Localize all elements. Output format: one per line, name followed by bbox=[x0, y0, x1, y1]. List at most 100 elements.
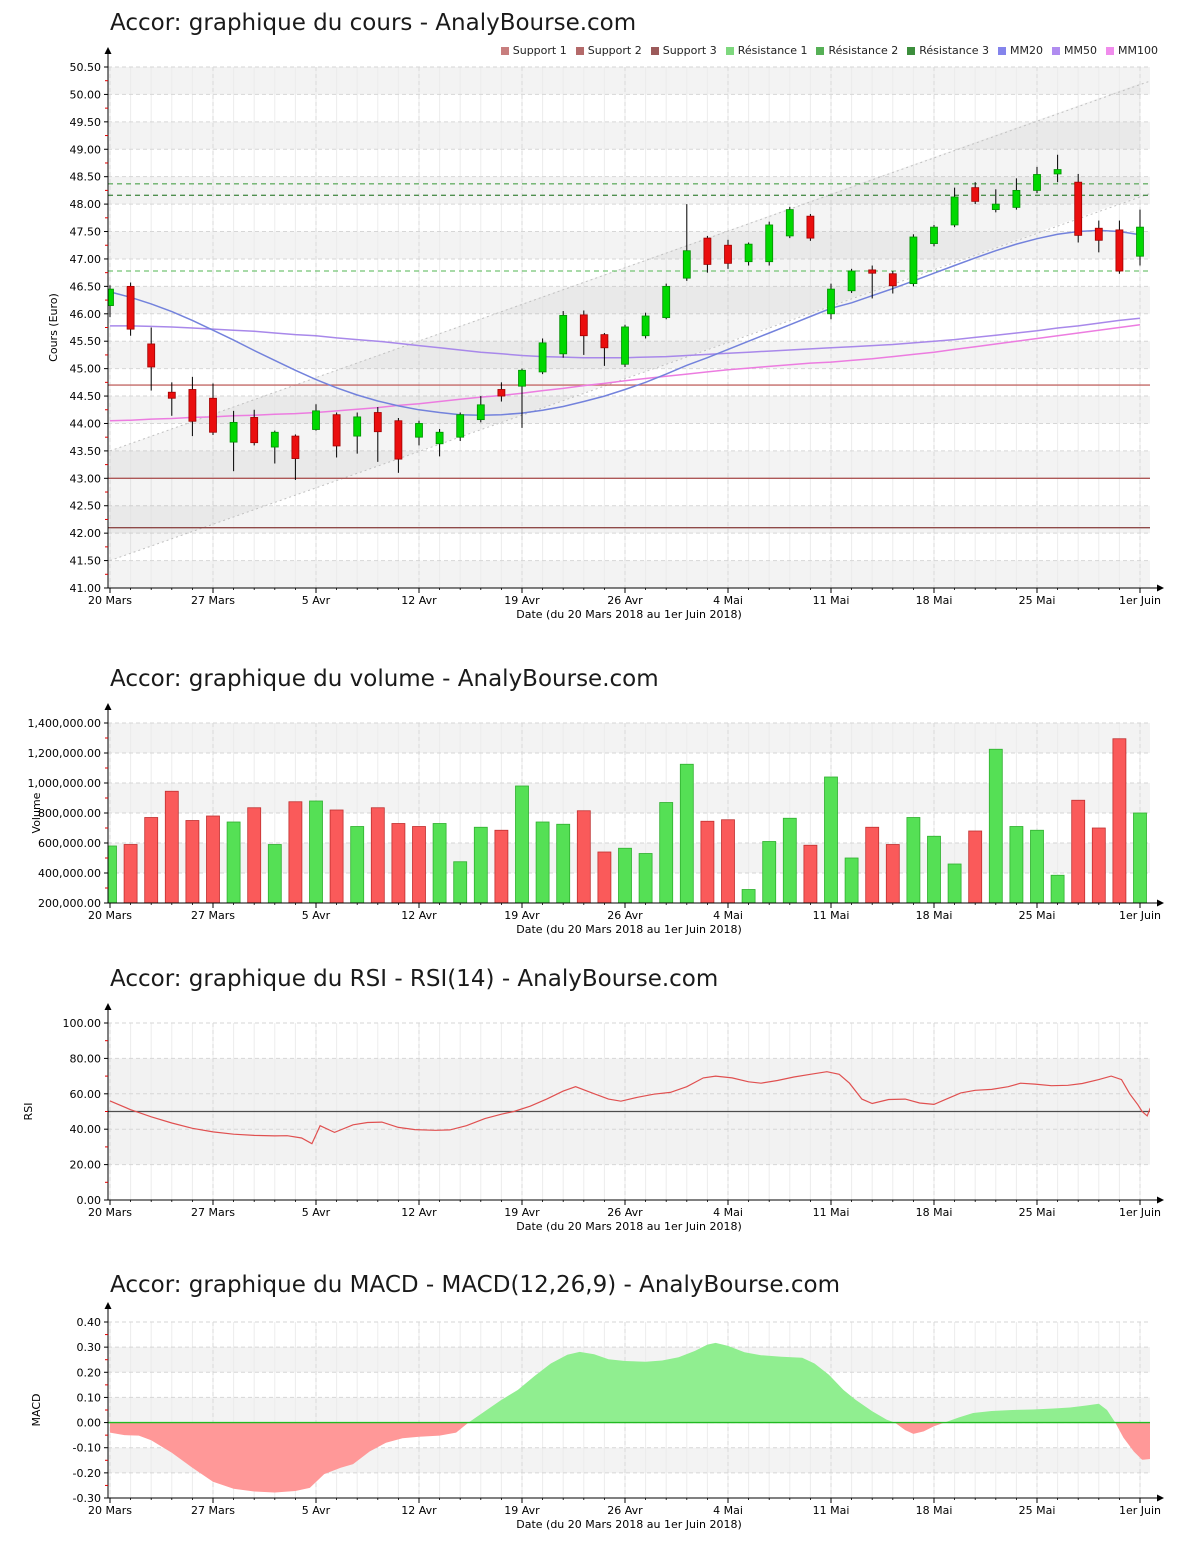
svg-text:Cours (Euro): Cours (Euro) bbox=[47, 293, 60, 362]
svg-text:MACD: MACD bbox=[30, 1394, 43, 1427]
legend-item-résistance-2: Résistance 2 bbox=[816, 44, 898, 57]
svg-text:0.10: 0.10 bbox=[77, 1391, 102, 1404]
svg-text:42.00: 42.00 bbox=[70, 527, 102, 540]
svg-text:42.50: 42.50 bbox=[70, 500, 102, 513]
svg-text:5 Avr: 5 Avr bbox=[302, 1206, 331, 1219]
svg-text:Date (du 20 Mars 2018 au 1er J: Date (du 20 Mars 2018 au 1er Juin 2018) bbox=[516, 1220, 742, 1233]
legend-swatch-icon bbox=[650, 46, 659, 55]
svg-text:0.30: 0.30 bbox=[77, 1341, 102, 1354]
legend-item-support-2: Support 2 bbox=[575, 44, 642, 57]
svg-text:49.50: 49.50 bbox=[70, 116, 102, 129]
svg-text:50.50: 50.50 bbox=[70, 61, 102, 74]
svg-text:0.00: 0.00 bbox=[77, 1194, 102, 1207]
macd-plot bbox=[108, 1342, 1150, 1493]
legend-swatch-icon bbox=[725, 46, 734, 55]
svg-text:27 Mars: 27 Mars bbox=[191, 909, 235, 922]
svg-text:200,000.00: 200,000.00 bbox=[38, 897, 101, 910]
svg-text:18 Mai: 18 Mai bbox=[916, 594, 953, 607]
svg-text:80.00: 80.00 bbox=[70, 1052, 102, 1065]
legend-item-mm50: MM50 bbox=[1052, 44, 1097, 57]
svg-text:1er Juin: 1er Juin bbox=[1119, 1504, 1161, 1517]
svg-text:0.20: 0.20 bbox=[77, 1366, 102, 1379]
svg-text:20 Mars: 20 Mars bbox=[88, 1504, 132, 1517]
svg-text:25 Mai: 25 Mai bbox=[1019, 594, 1056, 607]
svg-text:25 Mai: 25 Mai bbox=[1019, 909, 1056, 922]
svg-text:48.00: 48.00 bbox=[70, 198, 102, 211]
svg-text:-0.10: -0.10 bbox=[73, 1442, 101, 1455]
svg-text:27 Mars: 27 Mars bbox=[191, 594, 235, 607]
svg-text:1,000,000.00: 1,000,000.00 bbox=[28, 777, 101, 790]
macd-chart-title: Accor: graphique du MACD - MACD(12,26,9)… bbox=[110, 1272, 840, 1298]
chart-axes: 50.50 50.00 49.50 49.00 48.50 48.00 47.50 47.00… bbox=[47, 47, 1164, 621]
legend-swatch-icon bbox=[816, 46, 825, 55]
svg-text:20 Mars: 20 Mars bbox=[88, 594, 132, 607]
svg-text:26 Avr: 26 Avr bbox=[607, 1206, 643, 1219]
svg-text:25 Mai: 25 Mai bbox=[1019, 1504, 1056, 1517]
svg-text:18 Mai: 18 Mai bbox=[916, 1206, 953, 1219]
legend-swatch-icon bbox=[907, 46, 916, 55]
legend-item-support-3: Support 3 bbox=[650, 44, 717, 57]
legend-item-mm20: MM20 bbox=[998, 44, 1043, 57]
svg-text:41.50: 41.50 bbox=[70, 555, 102, 568]
svg-text:47.50: 47.50 bbox=[70, 226, 102, 239]
svg-text:45.50: 45.50 bbox=[70, 335, 102, 348]
svg-text:19 Avr: 19 Avr bbox=[504, 1206, 540, 1219]
svg-text:46.50: 46.50 bbox=[70, 280, 102, 293]
svg-text:4 Mai: 4 Mai bbox=[713, 594, 743, 607]
chart-axes: 1,400,000.00 1,200,000.00 1,000,000.00 800,… bbox=[28, 703, 1164, 936]
svg-text:43.50: 43.50 bbox=[70, 445, 102, 458]
svg-text:-0.30: -0.30 bbox=[73, 1492, 101, 1505]
price-chart-legend: Support 1 Support 2 Support 3 Résistance 1 R… bbox=[500, 44, 1158, 57]
chart-frame bbox=[108, 66, 1150, 589]
svg-text:5 Avr: 5 Avr bbox=[302, 1504, 331, 1517]
legend-swatch-icon bbox=[998, 46, 1007, 55]
legend-item-mm100: MM100 bbox=[1106, 44, 1158, 57]
legend-label: Support 1 bbox=[512, 44, 567, 57]
svg-text:49.00: 49.00 bbox=[70, 143, 102, 156]
svg-text:20.00: 20.00 bbox=[70, 1159, 102, 1172]
rsi-chart-title: Accor: graphique du RSI - RSI(14) - Anal… bbox=[110, 966, 719, 992]
legend-swatch-icon bbox=[500, 46, 509, 55]
legend-label: Support 3 bbox=[662, 44, 717, 57]
svg-text:400,000.00: 400,000.00 bbox=[38, 867, 101, 880]
svg-text:40.00: 40.00 bbox=[70, 1123, 102, 1136]
svg-text:5 Avr: 5 Avr bbox=[302, 594, 331, 607]
svg-text:12 Avr: 12 Avr bbox=[401, 909, 437, 922]
legend-swatch-icon bbox=[1106, 46, 1115, 55]
svg-text:41.00: 41.00 bbox=[70, 582, 102, 595]
svg-text:Date (du 20 Mars 2018 au 1er J: Date (du 20 Mars 2018 au 1er Juin 2018) bbox=[516, 1518, 742, 1531]
svg-text:Date (du 20 Mars 2018 au 1er J: Date (du 20 Mars 2018 au 1er Juin 2018) bbox=[516, 923, 742, 936]
svg-text:11 Mai: 11 Mai bbox=[813, 1206, 850, 1219]
svg-text:600,000.00: 600,000.00 bbox=[38, 837, 101, 850]
svg-text:48.50: 48.50 bbox=[70, 171, 102, 184]
svg-text:5 Avr: 5 Avr bbox=[302, 909, 331, 922]
svg-text:11 Mai: 11 Mai bbox=[813, 594, 850, 607]
legend-label: Support 2 bbox=[587, 44, 642, 57]
legend-item-support-1: Support 1 bbox=[500, 44, 567, 57]
svg-text:11 Mai: 11 Mai bbox=[813, 909, 850, 922]
svg-text:Volume: Volume bbox=[30, 792, 43, 833]
svg-text:60.00: 60.00 bbox=[70, 1088, 102, 1101]
svg-text:12 Avr: 12 Avr bbox=[401, 1504, 437, 1517]
svg-text:26 Avr: 26 Avr bbox=[607, 909, 643, 922]
legend-label: MM100 bbox=[1118, 44, 1158, 57]
svg-text:46.00: 46.00 bbox=[70, 308, 102, 321]
svg-text:1er Juin: 1er Juin bbox=[1119, 909, 1161, 922]
legend-label: Résistance 3 bbox=[919, 44, 990, 57]
svg-text:18 Mai: 18 Mai bbox=[916, 909, 953, 922]
svg-text:19 Avr: 19 Avr bbox=[504, 1504, 540, 1517]
legend-swatch-icon bbox=[575, 46, 584, 55]
svg-text:47.00: 47.00 bbox=[70, 253, 102, 266]
svg-text:1,200,000.00: 1,200,000.00 bbox=[28, 747, 101, 760]
legend-item-résistance-3: Résistance 3 bbox=[907, 44, 989, 57]
svg-text:Date (du 20 Mars 2018 au 1er J: Date (du 20 Mars 2018 au 1er Juin 2018) bbox=[516, 608, 742, 621]
svg-text:44.50: 44.50 bbox=[70, 390, 102, 403]
svg-text:50.00: 50.00 bbox=[70, 88, 102, 101]
svg-text:20 Mars: 20 Mars bbox=[88, 1206, 132, 1219]
svg-text:43.00: 43.00 bbox=[70, 472, 102, 485]
rsi-plot bbox=[108, 1071, 1150, 1145]
price-plot bbox=[108, 80, 1150, 562]
svg-text:27 Mars: 27 Mars bbox=[191, 1206, 235, 1219]
